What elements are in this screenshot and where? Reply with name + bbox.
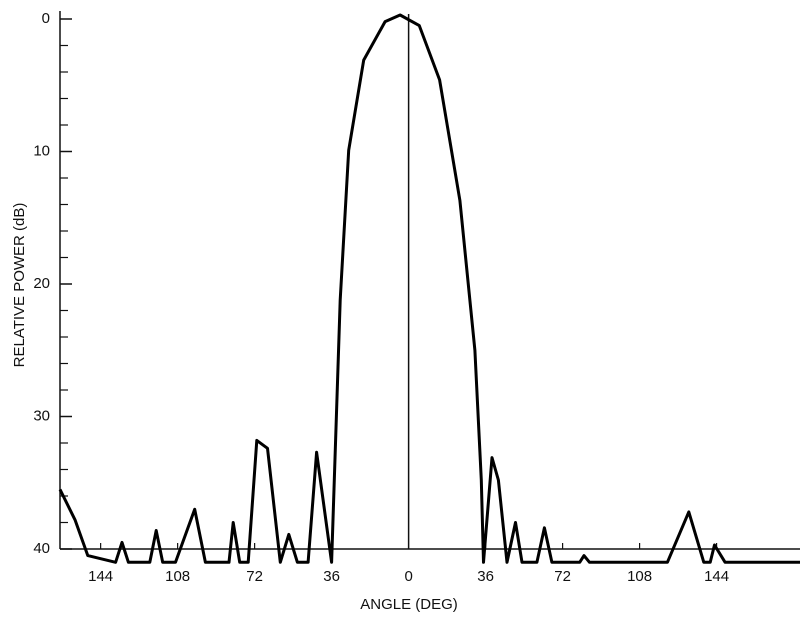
x-tick-label: 36	[477, 568, 494, 585]
y-tick-label: 0	[42, 10, 50, 27]
x-tick-label: 36	[323, 568, 340, 585]
x-tick-label: 144	[704, 568, 729, 585]
pattern-line	[58, 13, 800, 564]
y-tick-label: 40	[33, 540, 50, 557]
x-tick-label: 0	[404, 568, 412, 585]
x-tick-label: 108	[165, 568, 190, 585]
x-axis-label: ANGLE (DEG)	[360, 596, 458, 613]
y-tick-label: 30	[33, 407, 50, 424]
x-tick-label: 72	[554, 568, 571, 585]
x-tick-label: 108	[627, 568, 652, 585]
y-tick-label: 10	[33, 142, 50, 159]
x-tick-label: 72	[246, 568, 263, 585]
y-axis-label: RELATIVE POWER (dB)	[11, 203, 28, 368]
x-tick-label: 144	[88, 568, 113, 585]
y-tick-label: 20	[33, 275, 50, 292]
